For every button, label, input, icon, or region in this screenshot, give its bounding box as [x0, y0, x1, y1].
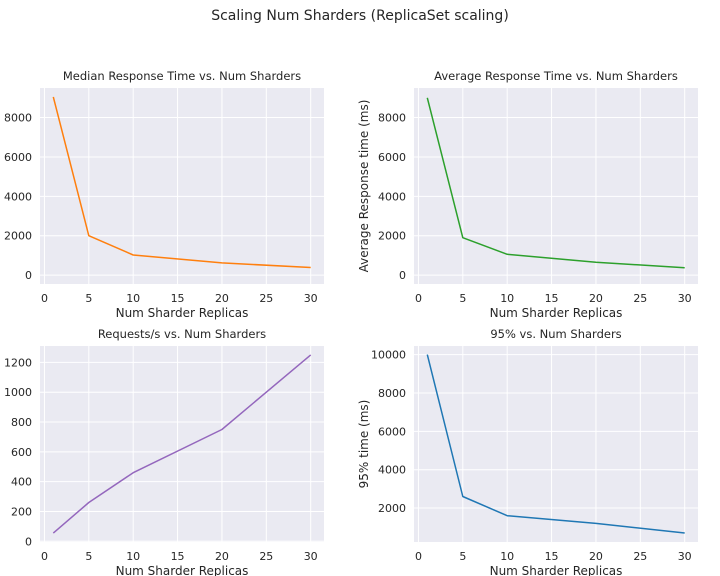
y-tick-label: 2000	[378, 230, 406, 243]
x-tick-label: 20	[215, 292, 229, 305]
series-line	[426, 354, 685, 534]
series-line	[52, 96, 311, 269]
x-tick-label: 10	[500, 292, 514, 305]
y-axis-label: 95% time (ms)	[357, 400, 371, 489]
y-tick-label: 800	[11, 416, 32, 429]
y-tick-label: 6000	[378, 151, 406, 164]
plot-area	[40, 346, 324, 542]
plot-area	[414, 88, 698, 284]
subplot-title: Average Response Time vs. Num Sharders	[434, 69, 678, 83]
y-tick-label: 0	[25, 269, 32, 282]
x-tick-label: 20	[215, 550, 229, 563]
series-line	[426, 97, 685, 269]
figure-title: Scaling Num Sharders (ReplicaSet scaling…	[211, 8, 509, 24]
y-tick-label: 8000	[378, 112, 406, 125]
series-line	[52, 354, 312, 534]
y-tick-label: 2000	[378, 502, 406, 515]
x-tick-label: 30	[304, 292, 318, 305]
x-tick-label: 5	[459, 292, 466, 305]
y-tick-label: 200	[11, 505, 32, 518]
x-tick-label: 15	[171, 292, 185, 305]
x-tick-label: 15	[545, 292, 559, 305]
x-tick-label: 25	[259, 550, 273, 563]
y-tick-label: 400	[11, 476, 32, 489]
y-tick-label: 0	[25, 535, 32, 548]
y-tick-label: 600	[11, 446, 32, 459]
y-tick-label: 8000	[4, 112, 32, 125]
y-tick-label: 1200	[4, 356, 32, 369]
subplot-3	[40, 346, 324, 542]
subplot-title: Requests/s vs. Num Sharders	[98, 327, 266, 341]
subplot-title: Median Response Time vs. Num Sharders	[63, 69, 301, 83]
x-tick-label: 5	[459, 550, 466, 563]
x-tick-label: 0	[41, 550, 48, 563]
x-axis-label: Num Sharder Replicas	[116, 306, 249, 320]
x-tick-label: 25	[633, 550, 647, 563]
subplot-2	[414, 88, 698, 284]
x-tick-label: 20	[589, 292, 603, 305]
x-tick-label: 0	[415, 550, 422, 563]
x-tick-label: 0	[41, 292, 48, 305]
x-tick-label: 10	[126, 292, 140, 305]
y-tick-label: 6000	[378, 425, 406, 438]
subplot-title: 95% vs. Num Sharders	[490, 327, 621, 341]
y-tick-label: 1000	[4, 386, 32, 399]
x-tick-label: 15	[171, 550, 185, 563]
x-tick-label: 30	[678, 292, 692, 305]
x-tick-label: 25	[259, 292, 273, 305]
y-tick-label: 8000	[378, 387, 406, 400]
x-axis-label: Num Sharder Replicas	[490, 306, 623, 320]
x-tick-label: 10	[126, 550, 140, 563]
x-axis-label: Num Sharder Replicas	[116, 564, 249, 576]
y-tick-label: 4000	[4, 190, 32, 203]
plot-area	[414, 346, 698, 542]
subplot-4	[414, 346, 698, 542]
y-tick-label: 4000	[378, 190, 406, 203]
y-tick-label: 2000	[4, 230, 32, 243]
x-tick-label: 5	[85, 292, 92, 305]
x-tick-label: 30	[678, 550, 692, 563]
x-tick-label: 10	[500, 550, 514, 563]
x-tick-label: 25	[633, 292, 647, 305]
plot-area	[40, 88, 324, 284]
subplot-1	[40, 88, 324, 284]
x-tick-label: 0	[415, 292, 422, 305]
y-tick-label: 0	[399, 269, 406, 282]
y-axis-label: Average Response time (ms)	[357, 100, 371, 273]
y-tick-label: 4000	[378, 464, 406, 477]
x-tick-label: 20	[589, 550, 603, 563]
y-tick-label: 10000	[371, 349, 406, 362]
y-tick-label: 6000	[4, 151, 32, 164]
x-tick-label: 15	[545, 550, 559, 563]
x-tick-label: 30	[304, 550, 318, 563]
x-axis-label: Num Sharder Replicas	[490, 564, 623, 576]
x-tick-label: 5	[85, 550, 92, 563]
